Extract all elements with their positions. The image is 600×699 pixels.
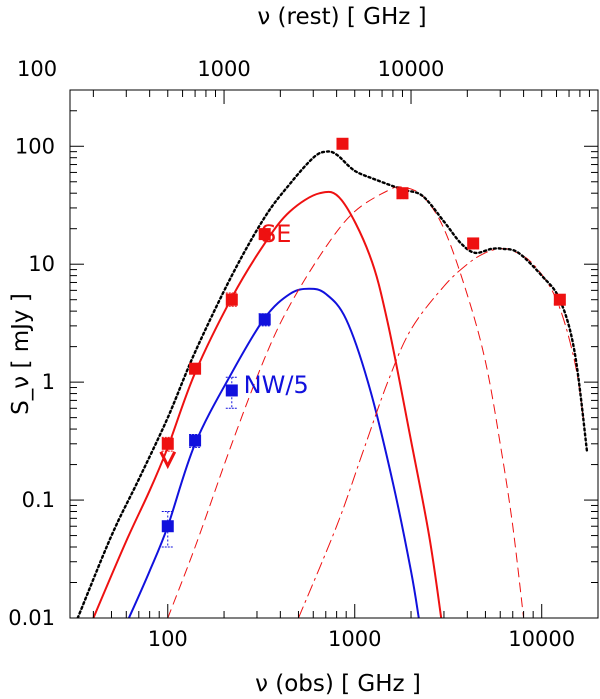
point-se bbox=[161, 437, 174, 450]
x2-axis-title: ν (rest) [ GHz ] bbox=[257, 4, 426, 30]
x2-tick-label: 10000 bbox=[378, 57, 445, 81]
model-curves bbox=[76, 150, 589, 618]
x-axis-title: ν (obs) [ GHz ] bbox=[255, 671, 421, 697]
y-axis-title: S_ν [ mJy ] bbox=[8, 293, 34, 415]
point-nw-5 bbox=[225, 384, 238, 397]
y-tick-label: 1 bbox=[42, 370, 55, 394]
point-se bbox=[553, 293, 566, 306]
curve-se-model bbox=[92, 190, 443, 618]
point-se bbox=[396, 187, 409, 200]
point-nw-5 bbox=[161, 520, 174, 533]
point-se bbox=[336, 137, 349, 150]
curve-hot-dust-component bbox=[298, 248, 586, 618]
label-nw-5: NW/5 bbox=[244, 371, 309, 399]
upper-limit-arrow bbox=[159, 451, 177, 470]
point-nw-5 bbox=[258, 313, 271, 326]
point-se bbox=[467, 237, 480, 250]
y-tick-label: 0.1 bbox=[22, 488, 55, 512]
point-se bbox=[225, 293, 238, 306]
label-se: SE bbox=[261, 220, 291, 248]
x-tick-label: 100 bbox=[148, 627, 188, 651]
y-tick-label: 10 bbox=[28, 252, 55, 276]
curve-total-model bbox=[76, 150, 589, 618]
axis-labels: 100100010000101001000100000.010.1110100ν… bbox=[8, 4, 575, 697]
error-bars bbox=[161, 138, 566, 548]
axis-ticks bbox=[69, 89, 599, 619]
point-nw-5 bbox=[189, 434, 202, 447]
x2-tick-label: 100 bbox=[17, 57, 57, 81]
point-se bbox=[189, 362, 202, 375]
curve-nw-5-model bbox=[127, 287, 420, 618]
plot-frame bbox=[69, 89, 599, 619]
x2-tick-label: 1000 bbox=[197, 57, 250, 81]
y-tick-label: 0.01 bbox=[8, 606, 55, 630]
x-tick-label: 10000 bbox=[508, 627, 575, 651]
x-tick-label: 1000 bbox=[328, 627, 381, 651]
y-tick-label: 100 bbox=[15, 134, 55, 158]
point-se bbox=[258, 228, 271, 241]
annotations: SE NW/5 bbox=[244, 220, 309, 399]
data-points bbox=[159, 137, 566, 533]
